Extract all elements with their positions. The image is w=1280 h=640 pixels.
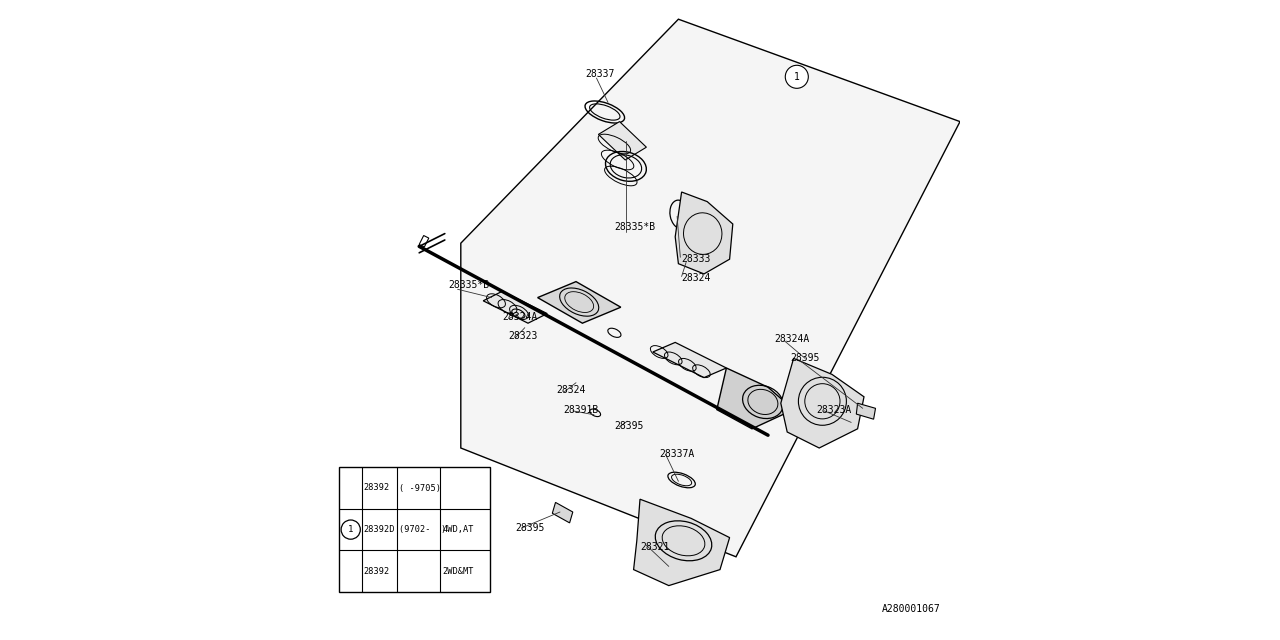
Text: 28395: 28395 <box>791 353 819 364</box>
Polygon shape <box>461 19 960 557</box>
Text: 28335*B: 28335*B <box>448 280 489 290</box>
Polygon shape <box>781 358 864 448</box>
Text: 28324: 28324 <box>557 385 586 396</box>
Text: 28391B: 28391B <box>563 404 599 415</box>
Polygon shape <box>484 291 548 323</box>
Text: 1: 1 <box>794 72 800 82</box>
Text: A280001067: A280001067 <box>882 604 941 614</box>
Text: 28324: 28324 <box>681 273 710 284</box>
Polygon shape <box>634 499 730 586</box>
Text: (9702-  ): (9702- ) <box>399 525 445 534</box>
Text: 28395: 28395 <box>614 420 644 431</box>
Text: 28323: 28323 <box>508 331 538 341</box>
Bar <box>339 467 490 592</box>
Text: 28392D: 28392D <box>364 525 396 534</box>
Polygon shape <box>653 342 727 378</box>
Text: 28321: 28321 <box>640 542 669 552</box>
Polygon shape <box>856 403 876 419</box>
Polygon shape <box>538 282 621 323</box>
Polygon shape <box>599 122 646 160</box>
Text: 28323A: 28323A <box>817 404 851 415</box>
Text: 28392: 28392 <box>364 566 390 576</box>
Text: 1: 1 <box>348 525 353 534</box>
Polygon shape <box>717 368 794 429</box>
Text: 28335*B: 28335*B <box>614 222 655 232</box>
Text: 28333: 28333 <box>681 254 710 264</box>
Text: 28324A: 28324A <box>502 312 538 322</box>
Text: ( -9705): ( -9705) <box>399 483 440 493</box>
Polygon shape <box>553 502 573 523</box>
Circle shape <box>340 520 361 539</box>
Text: 28337A: 28337A <box>659 449 695 460</box>
Text: 28324A: 28324A <box>774 334 810 344</box>
Circle shape <box>786 65 809 88</box>
Polygon shape <box>420 236 429 247</box>
Text: 28392: 28392 <box>364 483 390 493</box>
Polygon shape <box>676 192 732 274</box>
Text: 28337: 28337 <box>585 68 614 79</box>
Text: 2WD&MT: 2WD&MT <box>443 566 474 576</box>
Text: 4WD,AT: 4WD,AT <box>443 525 474 534</box>
Text: 28395: 28395 <box>516 523 544 533</box>
